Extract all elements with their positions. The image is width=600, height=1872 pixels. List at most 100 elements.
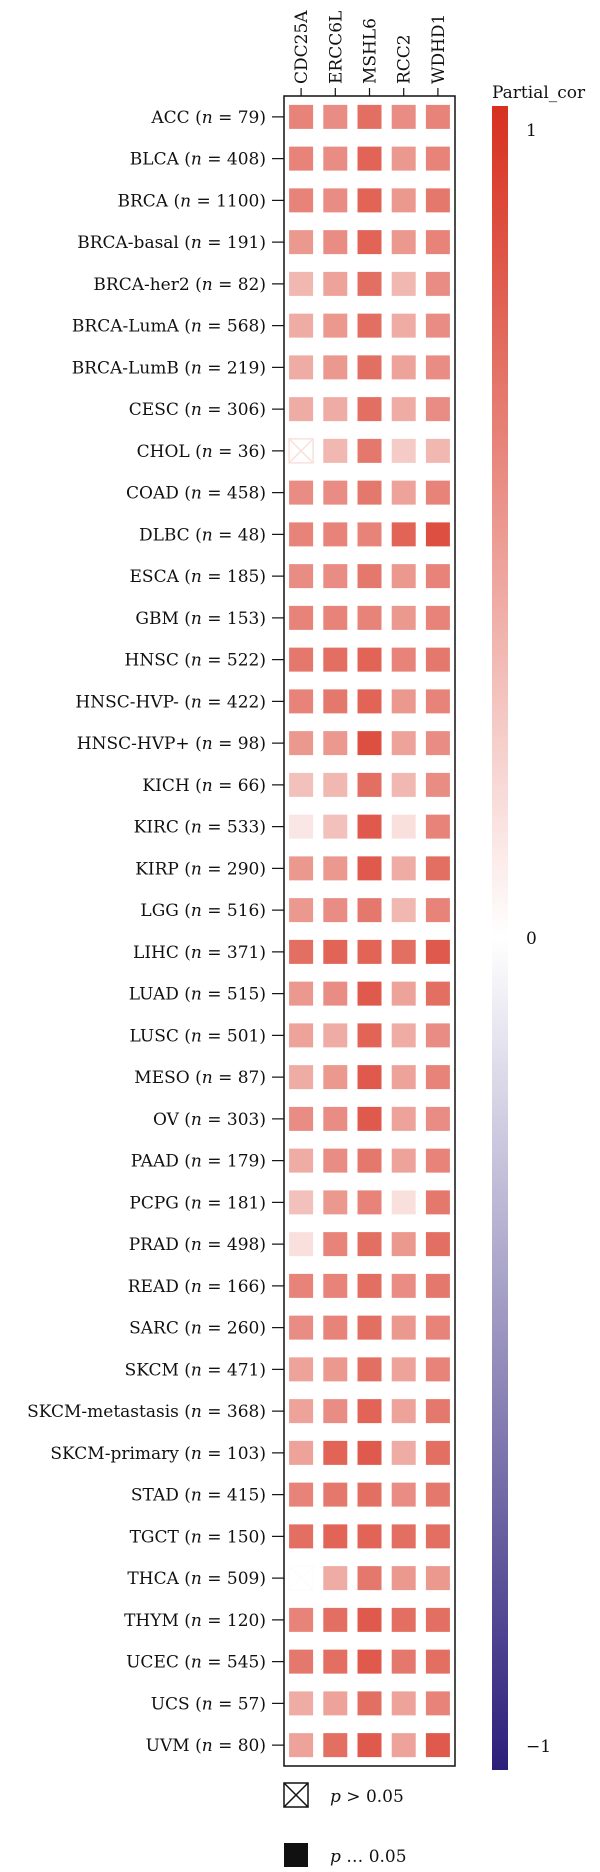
- heatmap-cell: [289, 397, 314, 422]
- legend-sig-label: p … 0.05: [330, 1847, 407, 1867]
- heatmap-cell: [391, 647, 416, 672]
- row-label: DLBC (n = 48): [139, 525, 266, 545]
- heatmap-cell: [323, 480, 348, 505]
- heatmap-cell: [323, 814, 348, 839]
- legend-sig-box: [284, 1843, 308, 1867]
- heatmap-cell: [391, 772, 416, 797]
- heatmap-cell: [425, 230, 450, 255]
- row-label: HNSC (n = 522): [125, 651, 266, 671]
- heatmap-cell: [391, 1566, 416, 1591]
- heatmap-cell: [289, 647, 314, 672]
- heatmap-cell: [357, 939, 382, 964]
- heatmap-cell: [425, 397, 450, 422]
- heatmap-cell: [425, 104, 450, 129]
- heatmap-cell: [289, 1607, 314, 1632]
- heatmap-cell: [425, 689, 450, 714]
- row-label: TGCT (n = 150): [130, 1527, 266, 1547]
- heatmap-cell: [289, 1440, 314, 1465]
- heatmap-cell: [289, 1357, 314, 1382]
- heatmap-cell: [289, 522, 314, 547]
- heatmap-cell: [323, 1106, 348, 1131]
- row-label: KIRP (n = 290): [135, 859, 266, 879]
- heatmap-cell: [425, 522, 450, 547]
- heatmap-cell: [391, 814, 416, 839]
- heatmap-cell: [357, 438, 382, 463]
- heatmap-cell: [323, 731, 348, 756]
- heatmap-cell: [289, 1649, 314, 1674]
- heatmap-cell: [323, 1566, 348, 1591]
- row-label: SKCM-primary (n = 103): [50, 1444, 266, 1464]
- heatmap-cell: [323, 1315, 348, 1340]
- heatmap-cell: [357, 1357, 382, 1382]
- heatmap-cell: [289, 1733, 314, 1758]
- heatmap-cell: [357, 355, 382, 380]
- heatmap-cell: [323, 1482, 348, 1507]
- heatmap-cell: [425, 188, 450, 213]
- row-label: THYM (n = 120): [124, 1611, 266, 1631]
- colorbar-title: Partial_cor: [492, 83, 586, 103]
- heatmap-cell: [323, 605, 348, 630]
- heatmap-cell: [391, 104, 416, 129]
- heatmap-cell: [425, 856, 450, 881]
- heatmap-cell: [289, 981, 314, 1006]
- heatmap-cell: [323, 230, 348, 255]
- column-label: ERCC6L: [326, 11, 346, 84]
- heatmap-cell: [425, 1023, 450, 1048]
- heatmap-cell: [425, 480, 450, 505]
- heatmap-cell: [357, 564, 382, 589]
- heatmap-cell: [323, 1649, 348, 1674]
- heatmap-cell: [357, 271, 382, 296]
- heatmap-cell: [391, 1607, 416, 1632]
- heatmap-cell: [323, 146, 348, 171]
- heatmap-cell: [323, 438, 348, 463]
- heatmap-cell: [391, 438, 416, 463]
- row-label: THCA (n = 509): [127, 1569, 266, 1589]
- heatmap-cell: [289, 1106, 314, 1131]
- row-label: UCEC (n = 545): [126, 1653, 266, 1673]
- heatmap-cell: [425, 1566, 450, 1591]
- heatmap-cell: [391, 731, 416, 756]
- row-label: HNSC-HVP+ (n = 98): [77, 734, 266, 754]
- colorbar-tick-label: 1: [526, 121, 537, 141]
- heatmap-cells: [288, 104, 450, 1758]
- row-label: UCS (n = 57): [151, 1694, 266, 1714]
- heatmap-cell: [357, 689, 382, 714]
- heatmap-cell: [357, 898, 382, 923]
- heatmap-cell: [391, 271, 416, 296]
- heatmap-cell: [289, 188, 314, 213]
- heatmap-cell: [391, 1357, 416, 1382]
- heatmap-cell: [323, 689, 348, 714]
- heatmap-cell: [391, 146, 416, 171]
- heatmap-cell: [323, 1691, 348, 1716]
- heatmap-cell-ns: [288, 438, 314, 464]
- heatmap-cell: [289, 1691, 314, 1716]
- row-label: PRAD (n = 498): [129, 1235, 266, 1255]
- heatmap-cell: [425, 605, 450, 630]
- heatmap-cell: [391, 605, 416, 630]
- heatmap-cell: [323, 1148, 348, 1173]
- heatmap-cell: [289, 1315, 314, 1340]
- heatmap-cell: [289, 1148, 314, 1173]
- heatmap-cell: [391, 1440, 416, 1465]
- heatmap-frame: [283, 95, 456, 1767]
- heatmap-cell: [391, 1524, 416, 1549]
- heatmap-cell: [425, 814, 450, 839]
- heatmap-cell: [357, 1232, 382, 1257]
- colorbar-tick-label: 0: [526, 929, 537, 949]
- heatmap-cell: [357, 1607, 382, 1632]
- row-label: STAD (n = 415): [131, 1486, 266, 1506]
- heatmap-cell: [425, 438, 450, 463]
- heatmap-cell: [323, 1273, 348, 1298]
- heatmap-cell: [391, 522, 416, 547]
- heatmap-cell: [323, 1357, 348, 1382]
- heatmap-cell: [289, 564, 314, 589]
- row-label: SKCM (n = 471): [125, 1360, 266, 1380]
- heatmap-cell: [289, 1273, 314, 1298]
- heatmap-cell: [323, 564, 348, 589]
- heatmap-cell: [425, 939, 450, 964]
- row-label: BLCA (n = 408): [130, 150, 266, 170]
- heatmap-cell: [391, 230, 416, 255]
- heatmap-cell: [357, 772, 382, 797]
- row-label: GBM (n = 153): [135, 609, 266, 629]
